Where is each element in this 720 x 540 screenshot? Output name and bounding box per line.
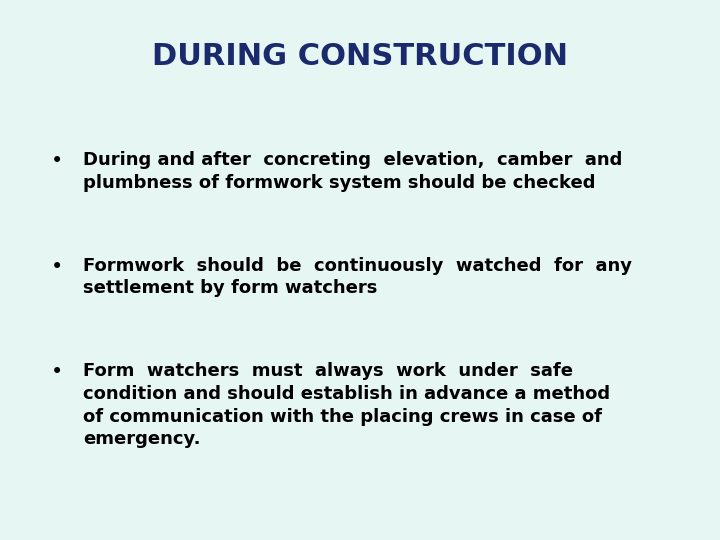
Text: During and after  concreting  elevation,  camber  and
plumbness of formwork syst: During and after concreting elevation, c… [83, 151, 622, 192]
Text: •: • [50, 151, 63, 171]
Text: Formwork  should  be  continuously  watched  for  any
settlement by form watcher: Formwork should be continuously watched … [83, 256, 632, 298]
Text: •: • [50, 256, 63, 276]
Text: •: • [50, 362, 63, 382]
Text: DURING CONSTRUCTION: DURING CONSTRUCTION [152, 42, 568, 71]
Text: Form  watchers  must  always  work  under  safe
condition and should establish i: Form watchers must always work under saf… [83, 362, 610, 449]
